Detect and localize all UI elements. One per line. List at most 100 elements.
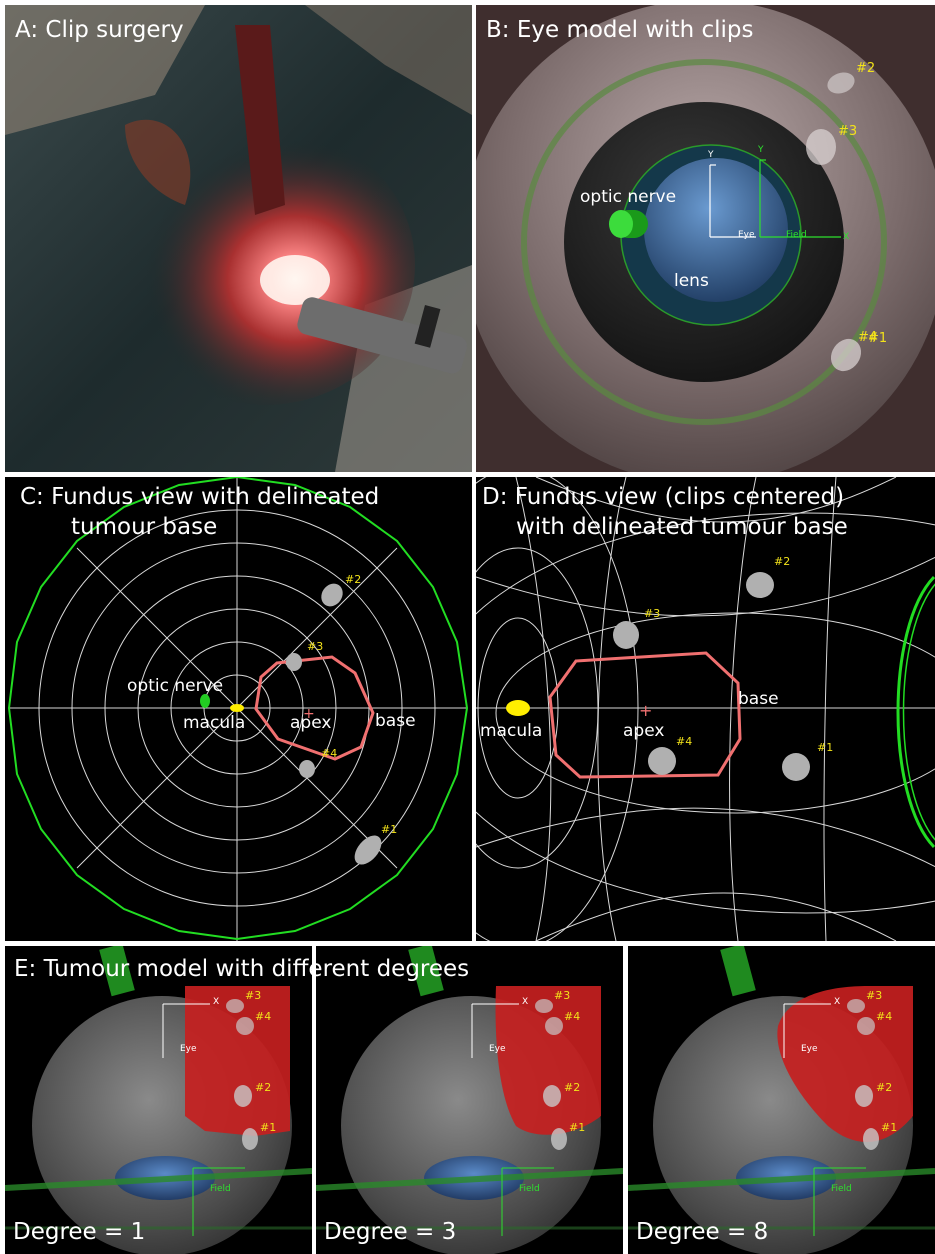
label-base: base xyxy=(738,689,779,709)
tumour-volume xyxy=(185,986,290,1136)
degree-label: Degree = 3 xyxy=(324,1219,457,1245)
panel-d-title-line2: with delineated tumour base xyxy=(516,514,848,540)
fundus-border xyxy=(7,477,469,941)
clip-4-marker xyxy=(830,338,862,372)
clip-2-label: #2 xyxy=(876,1081,892,1094)
axis-label-field-y: Y xyxy=(757,145,764,155)
label-apex: apex xyxy=(623,721,664,741)
clip-3-label: #3 xyxy=(554,989,570,1002)
panel-c-title-line1: C: Fundus view with delineated xyxy=(20,484,380,510)
clip-4-label: #4 xyxy=(676,735,692,748)
axis-label-eye: Eye xyxy=(180,1044,197,1054)
panel-b-eye-model: Y Eye Y Field X #2 #3 #4 #1 optic nerve … xyxy=(476,5,935,472)
clip-2-label: #2 xyxy=(564,1081,580,1094)
clip-2-marker xyxy=(827,72,855,94)
apex-marker: + xyxy=(303,706,315,722)
fundus-plot: + #2 #3 #4 #1 optic nerve macula apex ba… xyxy=(7,477,469,941)
macula-marker xyxy=(506,700,530,716)
label-optic-nerve: optic nerve xyxy=(127,676,223,696)
clip-2-label: #2 xyxy=(345,573,361,586)
clip-1-label: #1 xyxy=(868,331,887,346)
clip-2-marker xyxy=(746,572,774,598)
axis-label-eye-y: Y xyxy=(707,150,714,160)
field-axes xyxy=(759,159,841,238)
degree-label: Degree = 1 xyxy=(13,1219,146,1245)
tumour-volume xyxy=(777,986,913,1143)
clip-3-label: #3 xyxy=(307,640,323,653)
degree-label: Degree = 8 xyxy=(636,1219,769,1245)
clip-4-marker xyxy=(648,747,676,775)
clip-2-label: #2 xyxy=(255,1081,271,1094)
axis-label-x: X xyxy=(213,997,219,1007)
clip-1-label: #1 xyxy=(881,1121,897,1134)
clip-1-label: #1 xyxy=(381,823,397,836)
panel-a-photo: A: Clip surgery xyxy=(5,5,472,472)
clip-3-label: #3 xyxy=(245,989,261,1002)
optic-nerve-marker xyxy=(200,694,210,708)
panel-c-fundus: + #2 #3 #4 #1 optic nerve macula apex ba… xyxy=(5,477,472,941)
lens-sphere xyxy=(644,158,788,302)
clip-1-label: #1 xyxy=(260,1121,276,1134)
axis-label-field: Field xyxy=(519,1184,540,1194)
tumour-model-degree-1: #3 #4 #2 #1 Eye X Field xyxy=(5,946,312,1254)
clip-3-label: #3 xyxy=(866,989,882,1002)
fundus-centered-grid xyxy=(476,477,935,941)
fundus-border-arc xyxy=(896,575,935,849)
clip-4-label: #4 xyxy=(255,1010,271,1023)
panel-e-title: E: Tumour model with different degrees xyxy=(14,956,470,982)
axis-label-eye: Eye xyxy=(801,1044,818,1054)
clip-4-label: #4 xyxy=(876,1010,892,1023)
apex-marker: + xyxy=(639,701,652,720)
clip-2-marker xyxy=(321,583,343,607)
panel-e-sub-1: #3 #4 #2 #1 Eye X Field Degree = 1 xyxy=(5,946,312,1254)
macula-marker xyxy=(230,704,244,712)
label-lens: lens xyxy=(674,271,709,291)
eye-axes xyxy=(709,164,756,238)
panel-e-sub-2: #3 #4 #2 #1 Eye X Field Degree = 3 xyxy=(316,946,623,1254)
clip-1-label: #1 xyxy=(817,741,833,754)
panel-d-fundus-centered: + #2 #3 #4 #1 macula apex base D: Fundus… xyxy=(476,477,935,941)
clip-1-label: #1 xyxy=(569,1121,585,1134)
panel-a-title: A: Clip surgery xyxy=(15,17,184,43)
clip-4-label: #4 xyxy=(858,330,877,345)
clip-3-label: #3 xyxy=(838,124,857,139)
fundus-grid xyxy=(10,477,467,941)
optic-nerve-cylinder xyxy=(609,210,648,238)
optic-nerve-cylinder xyxy=(720,946,756,997)
label-optic-nerve: optic nerve xyxy=(580,187,676,207)
panel-c-title-line2: tumour base xyxy=(71,514,218,540)
label-macula: macula xyxy=(480,721,542,741)
clip-3-marker xyxy=(286,653,302,671)
tumour-model-degree-8: #3 #4 #2 #1 Eye X Field xyxy=(628,946,935,1254)
clip-1-marker xyxy=(782,753,810,781)
clip-1-marker xyxy=(354,835,382,865)
tumour-base-outline xyxy=(254,655,375,761)
tumour-base-outline xyxy=(548,651,742,779)
axis-label-x: X xyxy=(834,997,840,1007)
tumour-volume xyxy=(495,986,601,1135)
axis-label-eye: Eye xyxy=(738,230,755,240)
axis-label-field: Field xyxy=(831,1184,852,1194)
axis-label-eye: Eye xyxy=(489,1044,506,1054)
label-apex: apex xyxy=(290,713,331,733)
fundus-centered-plot: + #2 #3 #4 #1 macula apex base xyxy=(476,477,935,941)
clip-3-label: #3 xyxy=(644,607,660,620)
surgery-photo xyxy=(5,5,472,472)
clip-4-label: #4 xyxy=(321,747,337,760)
panel-b-title: B: Eye model with clips xyxy=(486,17,754,43)
tumour-model-degree-3: #3 #4 #2 #1 Eye X Field xyxy=(316,946,623,1254)
axis-label-field: Field xyxy=(210,1184,231,1194)
label-macula: macula xyxy=(183,713,245,733)
panel-e-sub-3: #3 #4 #2 #1 Eye X Field Degree = 8 xyxy=(628,946,935,1254)
axis-label-field: Field xyxy=(786,230,807,240)
clip-2-label: #2 xyxy=(856,61,875,76)
clip-3-marker xyxy=(806,129,836,165)
clip-4-label: #4 xyxy=(564,1010,580,1023)
axis-label-x: X xyxy=(522,997,528,1007)
clip-4-marker xyxy=(299,760,315,778)
clip-3-marker xyxy=(613,621,639,649)
clip-2-label: #2 xyxy=(774,555,790,568)
axis-label-x: X xyxy=(843,232,849,242)
label-base: base xyxy=(375,711,416,731)
eye-model-render: Y Eye Y Field X #2 #3 #4 #1 optic nerve … xyxy=(476,5,935,472)
